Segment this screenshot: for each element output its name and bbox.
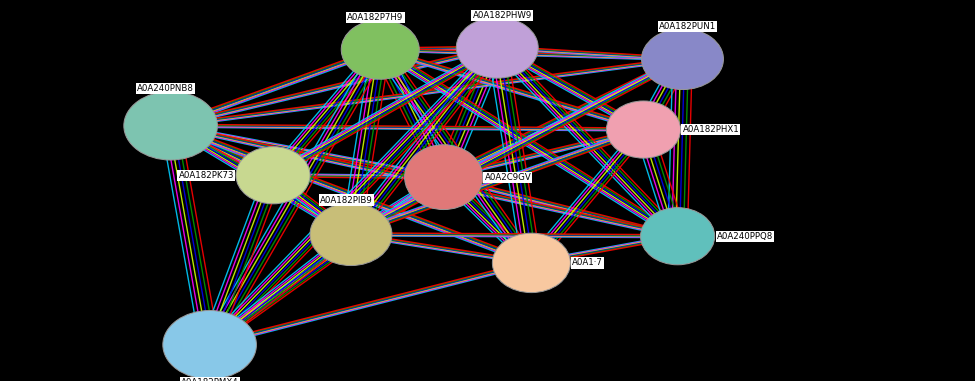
Ellipse shape <box>310 203 392 266</box>
Ellipse shape <box>642 29 723 90</box>
Text: A0A182P7H9: A0A182P7H9 <box>347 13 404 22</box>
Ellipse shape <box>492 233 570 293</box>
Text: A0A240PPQ8: A0A240PPQ8 <box>717 232 773 241</box>
Text: A0A2C9GV: A0A2C9GV <box>485 173 531 182</box>
Text: A0A182PMX4: A0A182PMX4 <box>180 378 239 381</box>
Text: A0A182PIB9: A0A182PIB9 <box>320 195 372 205</box>
Text: A0A182PK73: A0A182PK73 <box>178 171 234 180</box>
Text: A0A1·7: A0A1·7 <box>572 258 604 267</box>
Text: A0A182PHW9: A0A182PHW9 <box>473 11 531 20</box>
Ellipse shape <box>163 311 256 379</box>
Text: A0A182PUN1: A0A182PUN1 <box>659 22 716 31</box>
Ellipse shape <box>341 20 419 79</box>
Ellipse shape <box>641 208 715 265</box>
Ellipse shape <box>236 147 310 204</box>
Ellipse shape <box>405 145 483 210</box>
Ellipse shape <box>606 101 681 158</box>
Ellipse shape <box>124 91 217 160</box>
Text: A0A240PNB8: A0A240PNB8 <box>137 84 194 93</box>
Text: A0A182PHX1: A0A182PHX1 <box>682 125 739 134</box>
Ellipse shape <box>456 17 538 78</box>
